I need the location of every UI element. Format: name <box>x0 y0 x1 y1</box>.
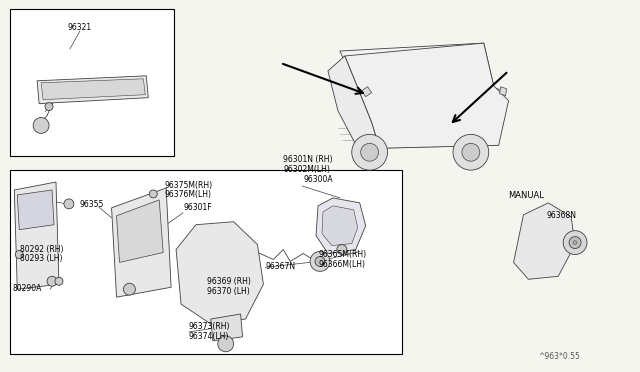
Circle shape <box>315 256 325 266</box>
Polygon shape <box>116 200 163 262</box>
Text: 96365M(RH): 96365M(RH) <box>318 250 366 259</box>
Circle shape <box>124 283 136 295</box>
Text: 96302M(LH): 96302M(LH) <box>284 165 330 174</box>
Polygon shape <box>316 198 365 253</box>
Polygon shape <box>360 86 493 122</box>
Text: ^963*0.55: ^963*0.55 <box>538 352 580 361</box>
Circle shape <box>64 199 74 209</box>
Circle shape <box>337 244 347 254</box>
Circle shape <box>15 250 23 259</box>
Circle shape <box>310 251 330 271</box>
Text: 80290A: 80290A <box>12 284 42 293</box>
Circle shape <box>149 190 157 198</box>
Circle shape <box>569 237 581 248</box>
Circle shape <box>47 276 57 286</box>
Circle shape <box>45 103 53 110</box>
Polygon shape <box>340 43 493 93</box>
Text: 80292 (RH): 80292 (RH) <box>20 244 64 253</box>
Text: 96355: 96355 <box>80 200 104 209</box>
Text: MANUAL: MANUAL <box>509 191 545 200</box>
Polygon shape <box>17 190 54 230</box>
Text: 96300A: 96300A <box>303 175 333 184</box>
Text: 96368N: 96368N <box>547 211 576 220</box>
Text: 96366M(LH): 96366M(LH) <box>318 260 365 269</box>
Polygon shape <box>328 56 380 148</box>
Polygon shape <box>41 79 145 100</box>
Text: 96374(LH): 96374(LH) <box>189 332 229 341</box>
Polygon shape <box>37 76 148 104</box>
Bar <box>10 9 174 156</box>
Text: 80293 (LH): 80293 (LH) <box>20 254 63 263</box>
Text: 96376M(LH): 96376M(LH) <box>164 190 211 199</box>
Circle shape <box>352 134 387 170</box>
Polygon shape <box>513 203 575 279</box>
Circle shape <box>563 231 587 254</box>
Polygon shape <box>345 43 509 148</box>
Circle shape <box>218 336 234 352</box>
Circle shape <box>462 143 480 161</box>
Polygon shape <box>362 87 372 97</box>
Text: 96321: 96321 <box>68 23 92 32</box>
Text: 96367N: 96367N <box>266 262 296 271</box>
Polygon shape <box>111 188 171 297</box>
Text: 96301F: 96301F <box>183 203 212 212</box>
Circle shape <box>361 143 378 161</box>
Text: 96375M(RH): 96375M(RH) <box>164 181 212 190</box>
Circle shape <box>453 134 489 170</box>
Text: 96373(RH): 96373(RH) <box>189 322 230 331</box>
Circle shape <box>33 118 49 134</box>
Polygon shape <box>14 182 59 289</box>
Circle shape <box>573 241 577 244</box>
Polygon shape <box>176 222 264 324</box>
Circle shape <box>55 277 63 285</box>
Text: 96370 (LH): 96370 (LH) <box>207 287 250 296</box>
Text: 96301N (RH): 96301N (RH) <box>284 155 333 164</box>
Bar <box>10 170 403 354</box>
Text: 96369 (RH): 96369 (RH) <box>207 277 251 286</box>
Polygon shape <box>500 87 507 96</box>
Polygon shape <box>211 314 243 341</box>
Polygon shape <box>322 206 358 246</box>
